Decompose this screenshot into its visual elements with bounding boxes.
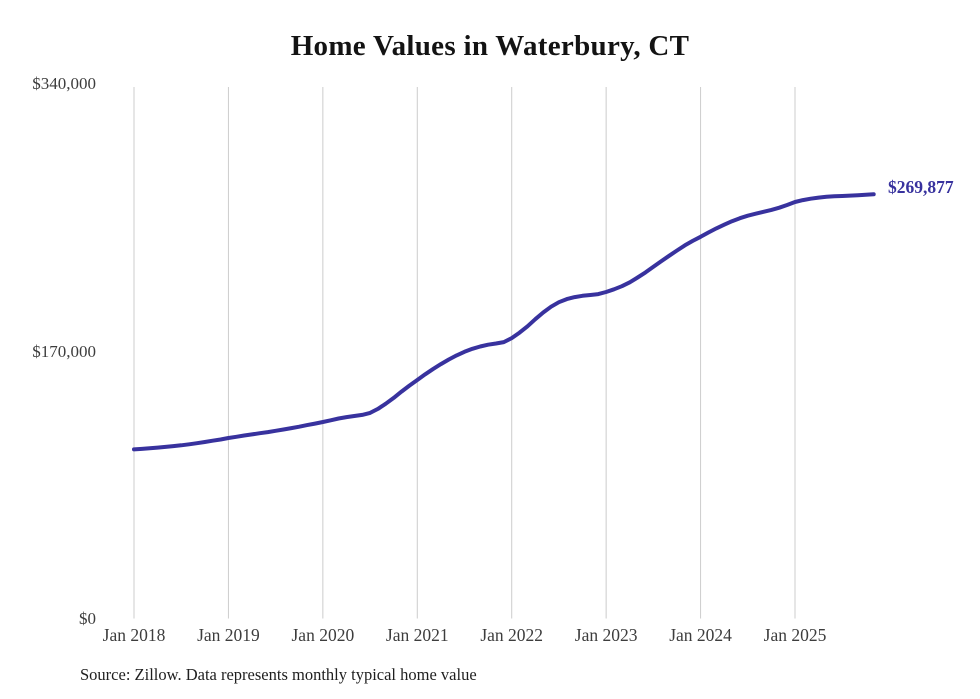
y-axis-tick-0: $0 — [79, 609, 96, 628]
vertical-gridlines — [133, 87, 796, 619]
x-axis-tick-label: Jan 2020 — [291, 625, 355, 645]
y-axis-tick-340000: $340,000 — [32, 74, 96, 93]
x-axis-tick-label: Jan 2023 — [574, 625, 638, 645]
source-attribution: Source: Zillow. Data represents monthly … — [80, 665, 477, 684]
latest-value-label: $269,877 — [888, 177, 954, 197]
x-axis-tick-label: Jan 2022 — [480, 625, 544, 645]
x-axis-tick-label: Jan 2018 — [102, 625, 166, 645]
x-axis-tick-label: Jan 2025 — [763, 625, 827, 645]
x-axis-tick-label: Jan 2024 — [669, 625, 732, 645]
y-axis-tick-170000: $170,000 — [32, 342, 96, 361]
x-axis-tick-label: Jan 2021 — [385, 625, 449, 645]
x-axis-tick-label: Jan 2019 — [197, 625, 260, 645]
home-value-line-series — [132, 192, 876, 452]
chart-title: Home Values in Waterbury, CT — [290, 30, 690, 62]
